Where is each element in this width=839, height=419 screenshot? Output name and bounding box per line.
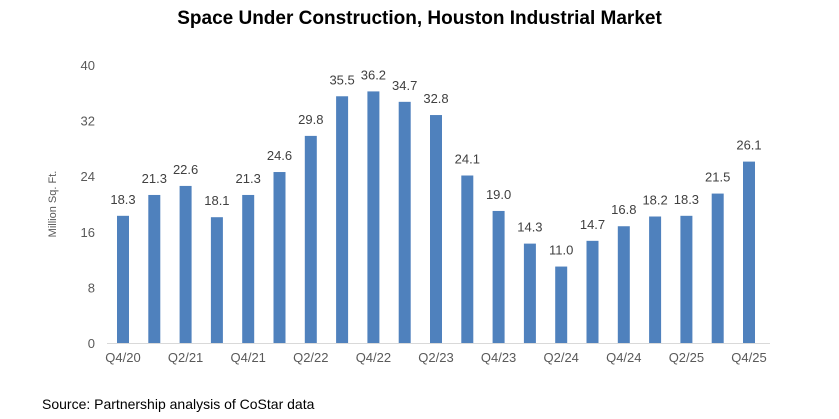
data-label: 18.1 (204, 193, 229, 208)
data-label: 21.5 (705, 170, 730, 185)
bar (743, 161, 755, 343)
data-label: 21.3 (236, 171, 261, 186)
bar (179, 185, 192, 343)
data-label: 24.1 (455, 152, 480, 167)
bar (117, 215, 129, 343)
source-note: Source: Partnership analysis of CoStar d… (42, 396, 315, 412)
bar (210, 217, 223, 343)
bar (649, 216, 662, 343)
x-tick-label: Q2/25 (669, 350, 704, 365)
x-tick-label: Q2/24 (543, 350, 578, 365)
data-label: 36.2 (361, 67, 386, 82)
data-label: 24.6 (267, 148, 292, 163)
bar (461, 175, 474, 343)
data-label: 21.3 (142, 171, 167, 186)
y-tick-label: 32 (81, 114, 95, 129)
data-label: 34.7 (392, 78, 417, 93)
bar (148, 194, 161, 343)
data-label: 16.8 (611, 202, 636, 217)
bar (523, 243, 536, 343)
x-tick-label: Q4/24 (606, 350, 641, 365)
bar (304, 135, 317, 343)
data-label: 26.1 (736, 138, 761, 153)
x-tick-label: Q2/23 (418, 350, 453, 365)
data-label: 14.3 (517, 220, 542, 235)
data-label: 29.8 (298, 112, 323, 127)
y-tick-label: 0 (88, 336, 95, 351)
x-tick-label: Q4/20 (105, 350, 140, 365)
y-tick-label: 40 (81, 58, 95, 73)
data-label: 18.2 (642, 193, 667, 208)
x-tick-label: Q4/25 (731, 350, 766, 365)
y-axis-label: Million Sq. Ft. (47, 171, 59, 238)
bar (242, 194, 255, 343)
x-tick-label: Q4/21 (230, 350, 265, 365)
bar (680, 215, 693, 343)
data-label: 14.7 (580, 217, 605, 232)
chart-title: Space Under Construction, Houston Indust… (177, 8, 662, 29)
y-tick-label: 16 (81, 225, 95, 240)
bar (617, 226, 630, 343)
bar (492, 210, 505, 343)
data-label: 18.3 (674, 192, 699, 207)
data-label: 19.0 (486, 187, 511, 202)
x-tick-label: Q2/22 (293, 350, 328, 365)
y-tick-label: 8 (88, 280, 95, 295)
y-tick-label: 24 (81, 169, 95, 184)
x-tick-label: Q4/22 (356, 350, 391, 365)
data-label: 18.3 (110, 192, 135, 207)
x-tick-label: Q4/23 (481, 350, 516, 365)
bar (273, 172, 286, 343)
x-tick-label: Q2/21 (168, 350, 203, 365)
bar (711, 193, 724, 343)
bar (336, 96, 349, 344)
bar (555, 266, 568, 343)
bar (430, 115, 442, 343)
bar (586, 240, 599, 343)
bar (398, 101, 411, 344)
data-label: 11.0 (549, 243, 573, 258)
data-label: 35.5 (329, 72, 354, 87)
data-label: 32.8 (423, 91, 448, 106)
bar (367, 91, 380, 343)
data-label: 22.6 (173, 162, 198, 177)
